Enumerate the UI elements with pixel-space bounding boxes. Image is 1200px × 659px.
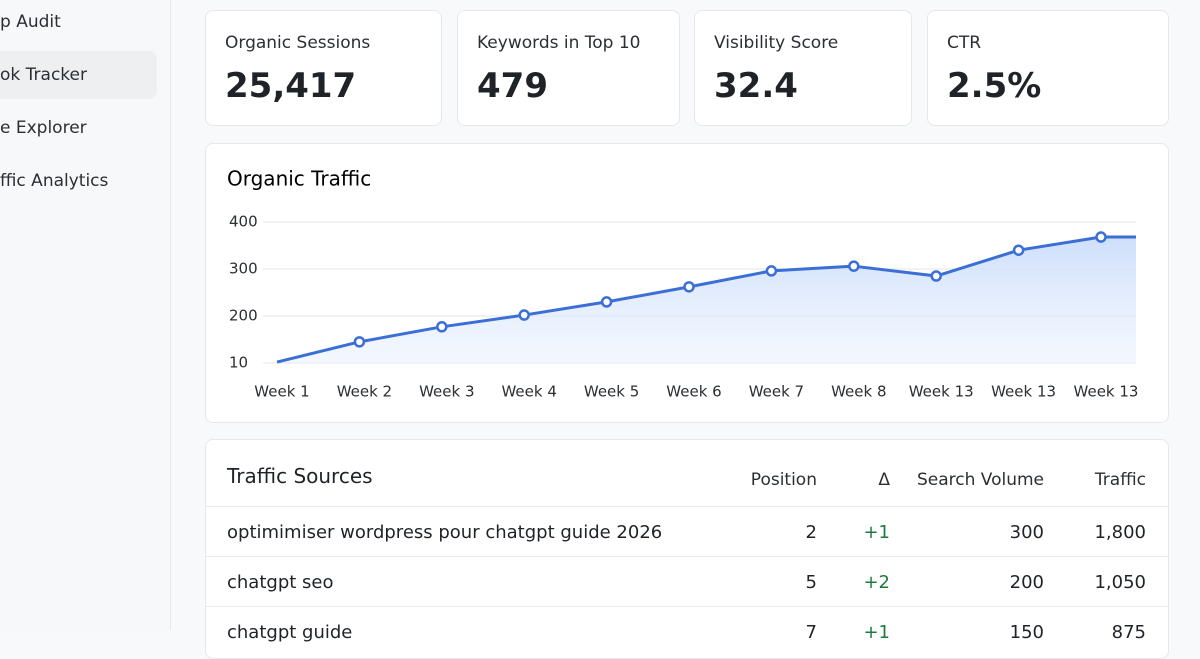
table-cell: 875 [1111,622,1146,643]
kpi-card: Visibility Score 32.4 [694,10,912,126]
table-cell: 1,800 [1094,522,1146,543]
nav-item[interactable]: e Explorer [0,118,87,138]
sidebar: p Audit ok Tracker e Explorer ffic Analytic… [0,0,171,630]
x-tick-label: Week 13 [991,383,1056,401]
table-cell: 5 [805,572,817,593]
x-tick-label: Week 2 [337,383,392,401]
column-header: Position [750,470,817,490]
x-tick-label: Week 3 [419,383,474,401]
area-fill [277,237,1136,363]
point [436,321,448,333]
column-header: Traffic [1094,470,1146,490]
x-tick-label: Week 6 [666,383,721,401]
keyword-cell: chatgpt seo [227,572,334,593]
x-tick-label: Week 4 [501,383,556,401]
table-cell: 1,050 [1094,572,1146,593]
table-title: Traffic Sources [227,464,373,488]
kpi-card: Organic Sessions 25,417 [205,10,442,126]
point [600,296,613,308]
table-cell: +2 [863,572,890,593]
nav-item[interactable]: p Audit [0,12,61,32]
point [1012,244,1025,256]
point [353,336,366,348]
y-tick-label: 10 [229,354,248,372]
kpi-value: 25,417 [225,66,357,106]
chart: Organic Traffic 10 200 300 400 Week 1 Week 2 W… [227,167,1139,401]
table-cell: 300 [1009,522,1044,543]
x-tick-label: Week 7 [749,383,804,401]
x-tick-label: Week 13 [1074,383,1139,401]
row-divider [206,556,1168,557]
table-cell: +1 [863,622,890,643]
table-cell: 2 [805,522,817,543]
column-header: Search Volume [916,470,1044,490]
table-cell: 7 [805,622,817,643]
page: p Audit ok Tracker e Explorer ffic Analytic… [0,0,1169,659]
column-header: Δ [878,470,890,490]
row-divider [206,606,1168,607]
nav-item[interactable]: ok Tracker [0,51,157,99]
y-tick-label: 200 [229,307,258,325]
y-tick-label: 400 [229,213,258,231]
kpi-card: Keywords in Top 10 479 [457,10,680,126]
kpi-value: 32.4 [714,66,798,106]
kpi-value: 479 [477,66,548,106]
kpi-label: Keywords in Top 10 [477,33,641,53]
table-cell: 200 [1009,572,1044,593]
point [1095,231,1107,243]
kpi-label: Organic Sessions [225,33,371,53]
keyword-cell: optimimiser wordpress pour chatgpt guide… [227,522,663,543]
x-tick-label: Week 5 [584,383,639,401]
point [848,260,860,272]
kpi-card: CTR 2.5% [927,10,1169,126]
x-tick-label: Week 13 [909,383,974,401]
chart-card: Organic Traffic 10 200 300 400 Week 1 Week 2 W… [205,143,1169,423]
point [683,281,695,293]
chart-title: Organic Traffic [227,167,371,191]
kpi-value: 2.5% [947,66,1042,106]
table-cell: +1 [863,522,890,543]
x-tick-label: Week 8 [831,383,886,401]
table-card: Traffic Sources Position Δ Search Volume Tr… [205,439,1169,659]
table-cell: 150 [1009,622,1044,643]
point [765,265,778,277]
kpi-label: CTR [947,33,982,53]
row-divider [206,506,1168,507]
x-tick-label: Week 1 [254,383,309,401]
nav-item[interactable]: ffic Analytics [0,171,109,191]
keyword-cell: chatgpt guide [227,622,353,643]
point [518,309,530,321]
kpi-label: Visibility Score [714,33,839,53]
point [930,270,942,282]
y-tick-label: 300 [229,260,258,278]
